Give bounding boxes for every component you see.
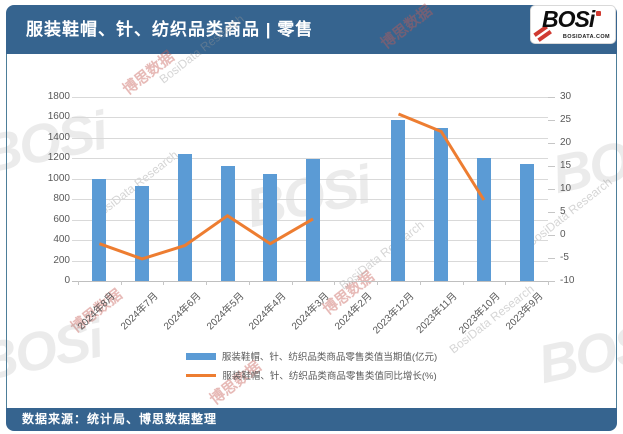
logo-domain: BOSIDATA.COM xyxy=(562,34,610,40)
left-axis-label: 1800 xyxy=(47,91,70,102)
grid-line xyxy=(72,158,548,160)
x-axis-tick xyxy=(419,281,421,285)
grid-line xyxy=(72,281,548,282)
growth-line xyxy=(98,112,486,261)
x-axis-label: 2023年11月 xyxy=(414,290,460,336)
right-axis-tick xyxy=(548,258,555,259)
right-axis-label: 5 xyxy=(560,206,566,217)
plot-area: 0 200 400 600 800 1000 1200 1400 1600 1800 -10 -5 0 5… xyxy=(48,91,575,336)
source-note: 数据来源：统计局、博思数据整理 xyxy=(22,412,218,426)
bar xyxy=(391,119,406,281)
bar xyxy=(177,154,192,281)
growth-line-segment xyxy=(98,214,314,261)
footer-bar: 数据来源：统计局、博思数据整理 xyxy=(6,408,617,431)
right-axis-label: 10 xyxy=(560,183,572,194)
right-axis-label: -5 xyxy=(560,252,569,263)
x-axis-label: 2024年4月 xyxy=(247,290,289,333)
bar xyxy=(519,164,534,281)
x-axis-label: 2024年5月 xyxy=(204,290,247,333)
x-axis-tick xyxy=(548,281,549,285)
x-axis-label: 2023年10月 xyxy=(456,290,503,337)
right-axis-tick xyxy=(548,189,555,190)
right-axis-label: -10 xyxy=(560,275,575,286)
bar xyxy=(434,127,449,281)
x-axis-tick xyxy=(163,281,165,285)
right-axis-tick xyxy=(548,212,555,213)
grid-line xyxy=(72,137,548,139)
x-axis-tick xyxy=(206,281,208,285)
bar xyxy=(263,174,278,281)
right-axis-tick xyxy=(548,235,555,236)
right-axis-tick xyxy=(548,166,555,167)
x-axis-tick xyxy=(291,281,293,285)
legend-item-line: 服装鞋帽、针、纺织品类商品零售类值同比增长(%) xyxy=(186,368,437,382)
left-axis-label: 1000 xyxy=(47,172,70,184)
x-axis-label: 2024年3月 xyxy=(290,290,332,333)
left-axis-label: 600 xyxy=(53,213,70,225)
bar xyxy=(220,165,235,281)
right-axis-label: 30 xyxy=(560,91,572,102)
page-title: 服装鞋帽、针、纺织品类商品 | 零售 xyxy=(26,20,314,39)
bar xyxy=(92,178,107,281)
left-axis-label: 800 xyxy=(53,193,70,205)
legend-line-label: 服装鞋帽、针、纺织品类商品零售类值同比增长(%) xyxy=(222,371,437,382)
header-bar: 服装鞋帽、针、纺织品类商品 | 零售 xyxy=(6,5,617,54)
legend-bar-swatch xyxy=(185,352,216,360)
x-axis-tick xyxy=(78,281,79,285)
x-axis-tick xyxy=(462,281,464,285)
logo-wordmark: BOSi xyxy=(542,6,595,32)
legend-bar-label: 服装鞋帽、针、纺织品类商品零售类值当期值(亿元) xyxy=(221,352,438,363)
bar xyxy=(476,158,491,281)
logo-i-dot xyxy=(596,11,601,16)
legend-item-bar: 服装鞋帽、针、纺织品类商品零售类值当期值(亿元) xyxy=(185,349,438,363)
right-axis-tick xyxy=(548,120,555,121)
left-axis-label: 200 xyxy=(53,254,70,266)
right-axis-label: 20 xyxy=(560,137,572,148)
x-axis-label: 2023年12月 xyxy=(371,290,418,337)
x-axis-label: 2024年6月 xyxy=(161,290,204,333)
x-axis-label: 2024年8月 xyxy=(76,290,118,333)
left-axis-label: 1400 xyxy=(47,131,70,143)
right-axis-label: 0 xyxy=(560,229,566,240)
left-axis-label: 1200 xyxy=(47,152,70,164)
x-axis-tick xyxy=(505,281,507,285)
legend-line-swatch xyxy=(186,373,217,377)
grid-line xyxy=(72,97,548,98)
x-axis-label: 2024年7月 xyxy=(119,290,161,333)
x-axis-tick xyxy=(377,281,379,285)
x-axis-tick xyxy=(334,281,336,285)
right-axis-tick xyxy=(548,143,555,144)
bosi-logo: BOSi BOSIDATA.COM xyxy=(530,5,616,44)
right-axis-tick xyxy=(548,97,555,98)
left-axis-label: 1600 xyxy=(47,111,70,123)
x-axis-label: 2023年9月 xyxy=(503,290,546,333)
right-axis-label: 15 xyxy=(560,160,572,171)
right-axis-label: 25 xyxy=(560,114,572,125)
right-axis-tick xyxy=(548,281,555,282)
left-axis-label: 400 xyxy=(53,234,70,246)
grid-line xyxy=(72,117,548,119)
legend: 服装鞋帽、针、纺织品类商品零售类值当期值(亿元) 服装鞋帽、针、纺织品类商品零售… xyxy=(0,349,623,382)
x-axis-tick xyxy=(120,281,122,285)
x-axis-tick xyxy=(248,281,250,285)
left-axis-label: 0 xyxy=(64,275,70,286)
growth-line-segment xyxy=(397,112,486,201)
